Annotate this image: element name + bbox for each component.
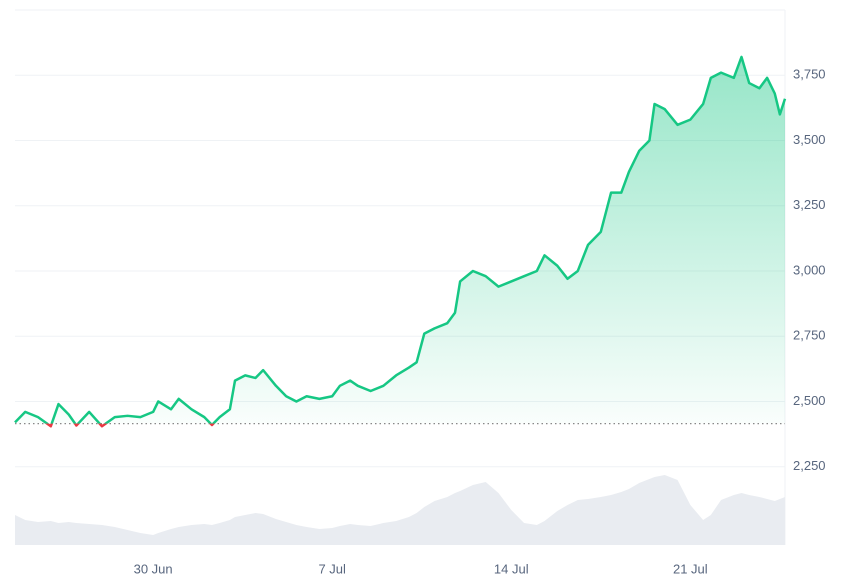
volume-area	[15, 475, 785, 545]
y-tick-label: 2,500	[793, 393, 826, 408]
price-line	[14, 55, 787, 424]
y-tick-label: 3,500	[793, 132, 826, 147]
x-tick-label: 7 Jul	[318, 561, 346, 576]
y-tick-label: 2,250	[793, 458, 826, 473]
y-tick-label: 3,000	[793, 262, 826, 277]
x-tick-label: 14 Jul	[494, 561, 529, 576]
x-tick-label: 30 Jun	[134, 561, 173, 576]
x-tick-label: 21 Jul	[673, 561, 708, 576]
y-tick-label: 2,750	[793, 328, 826, 343]
y-tick-label: 3,750	[793, 67, 826, 82]
y-tick-label: 3,250	[793, 197, 826, 212]
area-fill	[15, 56, 785, 424]
